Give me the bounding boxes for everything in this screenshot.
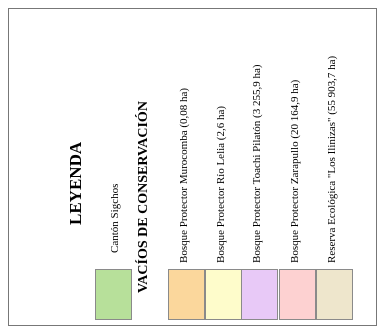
zarapullo-label: Bosque Protector Zarapullo (20 164,9 ha)	[289, 79, 301, 263]
los-ilinizas-label: Reserva Ecológica "Los Ilinizas" (55 903…	[326, 55, 338, 263]
section-title: VACÍOS DE CONSERVACIÓN	[136, 101, 151, 293]
murocomba-label: Bosque Protector Murocomba (0,08 ha)	[178, 87, 190, 263]
rio-lelia-label: Bosque Protector Río Lelia (2,6 ha)	[215, 105, 227, 263]
zarapullo-swatch	[279, 269, 316, 320]
canton-label: Cantón Sigchos	[109, 183, 121, 253]
rio-lelia-swatch	[205, 269, 242, 320]
legend-panel: LEYENDA Cantón Sigchos VACÍOS DE CONSERV…	[8, 8, 377, 326]
murocomba-swatch	[168, 269, 205, 320]
canton-swatch	[95, 269, 132, 320]
legend-title: LEYENDA	[66, 141, 85, 225]
toachi-pilaton-swatch	[241, 269, 278, 320]
toachi-pilaton-label: Bosque Protector Toachi Pilatón (3 255,9…	[251, 64, 263, 263]
los-ilinizas-swatch	[316, 269, 353, 320]
